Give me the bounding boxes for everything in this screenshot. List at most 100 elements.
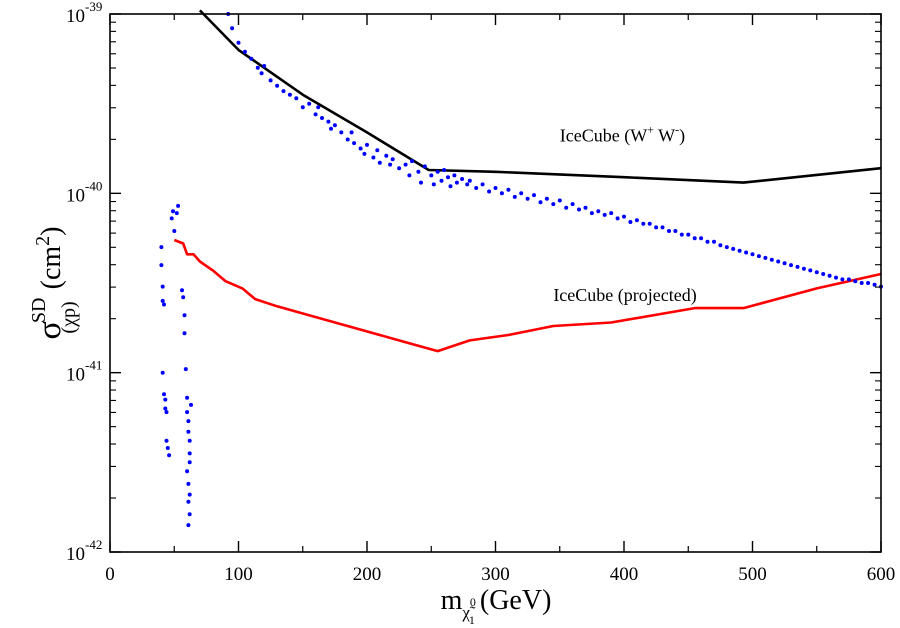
data-point-2-30 (187, 460, 192, 465)
data-point-3-36 (407, 173, 412, 178)
data-point-3-58 (506, 187, 511, 192)
data-point-3-13 (300, 105, 305, 110)
data-point-3-108 (827, 273, 832, 278)
data-point-3-41 (429, 173, 434, 178)
data-point-2-33 (187, 492, 192, 497)
ticks-layer: 0 100 200 300 400 500 600 10-42 10-41 10-40 10-39 (66, 0, 895, 585)
data-point-2-28 (187, 451, 192, 456)
data-point-2-11 (165, 446, 170, 450)
data-point-3-89 (705, 239, 710, 244)
data-point-3-94 (737, 248, 742, 253)
data-point-3-12 (294, 96, 299, 101)
data-point-3-53 (474, 186, 479, 190)
data-point-3-70 (583, 205, 588, 210)
data-point-3-39 (419, 180, 423, 185)
series-line-0 (198, 9, 882, 184)
data-point-3-77 (628, 220, 633, 224)
data-point-3-45 (442, 168, 447, 172)
data-point-3-1 (230, 26, 235, 31)
data-point-3-101 (782, 261, 787, 266)
data-point-3-14 (307, 101, 312, 106)
data-point-2-6 (162, 392, 166, 397)
labels-layer: IceCube (W+ W-) IceCube (projected) (553, 122, 696, 306)
y-tick-label-2: 10-40 (66, 178, 102, 206)
data-point-2-25 (186, 419, 191, 424)
data-point-3-98 (763, 255, 768, 260)
data-point-3-15 (313, 112, 318, 117)
y-axis-label-sup: SD (28, 298, 50, 324)
data-point-3-35 (403, 162, 408, 167)
data-point-2-21 (182, 331, 187, 336)
data-point-3-63 (538, 200, 543, 205)
data-point-3-51 (465, 182, 470, 187)
data-point-3-75 (615, 216, 620, 221)
data-point-3-9 (275, 83, 280, 88)
data-point-2-15 (172, 229, 177, 233)
data-point-3-66 (557, 198, 562, 203)
data-point-3-5 (255, 65, 260, 70)
data-point-3-78 (634, 218, 639, 223)
data-point-3-8 (268, 78, 273, 83)
data-point-3-57 (499, 191, 504, 196)
data-point-3-27 (365, 142, 369, 147)
data-point-3-72 (596, 209, 601, 214)
data-point-3-81 (654, 225, 659, 230)
data-point-2-9 (164, 410, 169, 415)
data-point-3-111 (846, 277, 851, 282)
data-point-3-22 (345, 137, 350, 142)
data-point-3-67 (564, 205, 569, 210)
series-line-1 (173, 238, 882, 353)
data-point-2-18 (180, 288, 184, 293)
data-point-3-3 (242, 49, 247, 54)
data-point-3-11 (287, 92, 292, 97)
data-point-3-88 (699, 236, 704, 241)
data-point-3-4 (249, 56, 254, 61)
data-point-2-24 (185, 410, 190, 415)
y-axis-label: σSD (χp) (cm2) (28, 227, 80, 340)
data-point-3-42 (431, 182, 436, 187)
y-axis-label-tail-open: (cm (36, 246, 67, 290)
data-point-3-74 (609, 211, 614, 216)
data-point-3-40 (422, 164, 427, 169)
data-point-2-23 (185, 395, 190, 400)
x-tick-label-1: 100 (224, 564, 253, 585)
data-point-3-95 (744, 250, 749, 255)
data-point-3-86 (686, 232, 691, 237)
data-point-3-84 (673, 229, 678, 233)
data-point-3-83 (667, 229, 671, 233)
data-point-3-31 (384, 153, 389, 158)
y-axis-label-sub: (χp) (58, 301, 80, 333)
data-point-3-32 (388, 162, 393, 167)
data-point-3-73 (602, 212, 607, 217)
x-tick-label-3: 300 (481, 564, 510, 585)
data-point-2-14 (171, 209, 175, 214)
annotation-icecube-ww: IceCube (W+ W-) (560, 122, 685, 146)
x-axis-label-tail: (GeV) (480, 585, 552, 616)
data-point-2-34 (186, 499, 191, 504)
data-point-2-17 (176, 203, 181, 208)
data-point-2-1 (159, 263, 164, 268)
data-point-3-112 (853, 279, 858, 284)
data-point-3-29 (375, 148, 380, 153)
data-point-3-80 (647, 221, 652, 226)
data-point-3-64 (544, 196, 549, 201)
data-point-3-6 (259, 71, 264, 76)
y-axis-label-tail-close: ) (36, 227, 67, 236)
annotation-icecube-projected: IceCube (projected) (553, 285, 696, 306)
data-point-2-16 (174, 211, 179, 216)
data-point-3-44 (439, 178, 444, 183)
data-point-2-22 (183, 367, 188, 372)
data-point-3-104 (801, 266, 806, 271)
data-point-2-2 (160, 284, 165, 289)
data-point-3-99 (769, 257, 774, 262)
data-point-3-92 (724, 245, 729, 250)
x-tick-label-6: 600 (867, 564, 896, 585)
data-point-3-54 (480, 182, 485, 187)
data-point-2-36 (186, 523, 191, 528)
x-tick-label-4: 400 (610, 564, 639, 585)
data-point-3-62 (532, 193, 536, 198)
data-point-3-109 (834, 275, 838, 280)
data-point-3-30 (377, 160, 382, 165)
